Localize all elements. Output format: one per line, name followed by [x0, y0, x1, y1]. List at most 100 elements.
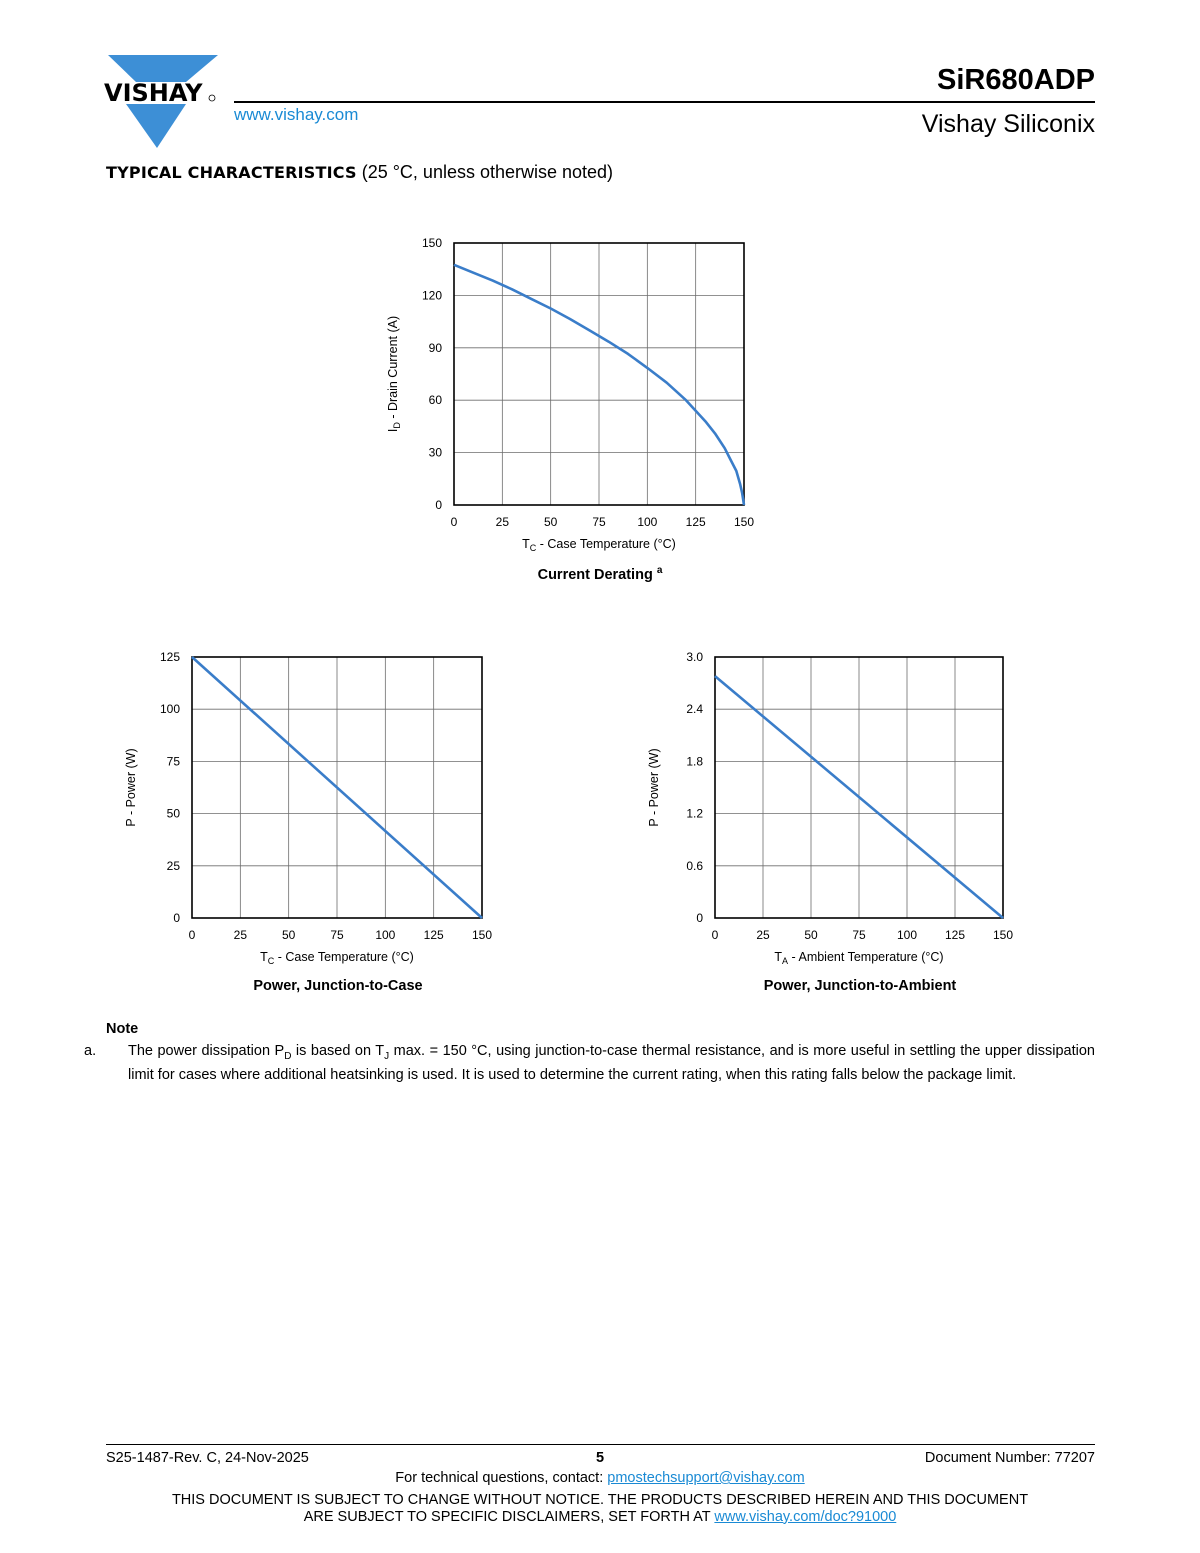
note-text: a. The power dissipation PD is based on T… [84, 1042, 1095, 1085]
footer-disclaimer-link[interactable]: www.vishay.com/doc?91000 [714, 1508, 897, 1525]
note-sub-1: D [284, 1050, 292, 1062]
chart-power-junction-case: 0 25 50 75 100 125 150 0 25 50 75 100 125 TC - Case T… [124, 650, 492, 966]
x-tick-label: 25 [234, 928, 248, 942]
x-axis-label-sub: C [530, 543, 537, 553]
x-tick-label: 150 [734, 515, 754, 529]
y-tick-label: 75 [167, 754, 181, 768]
chart-current-derating-title: Current Derating a [500, 565, 700, 583]
y-tick-label: 90 [429, 341, 443, 355]
chart-power-junction-ambient-title: Power, Junction-to-Ambient [763, 978, 957, 994]
note-sub-2: J [384, 1050, 390, 1062]
note-text-1: The power dissipation P [128, 1043, 285, 1059]
note-label: a. [84, 1043, 97, 1059]
note-text-3: max. = 150 °C, using junction-to-case th… [128, 1043, 1095, 1084]
chart-power-junction-case-title: Power, Junction-to-Case [253, 978, 423, 994]
footer-contact-email-link[interactable]: pmostechsupport@vishay.com [607, 1470, 805, 1486]
note-text-2: is based on T [291, 1043, 385, 1059]
chart-current-derating: 0 25 50 75 100 125 150 0 30 60 90 120 150 TC - Case T… [386, 236, 754, 553]
x-tick-label: 100 [375, 928, 395, 942]
section-title: TYPICAL CHARACTERISTICS (25 °C, unless o… [106, 162, 613, 183]
y-tick-label: 0 [435, 498, 442, 512]
x-axis-label-rest: - Case Temperature (°C) [536, 537, 676, 551]
x-tick-label: 75 [330, 928, 344, 942]
y-tick-label: 2.4 [686, 702, 703, 716]
x-tick-label: 0 [451, 515, 458, 529]
y-tick-label: 0.6 [686, 859, 703, 873]
y-tick-label: 125 [160, 650, 180, 664]
x-tick-label: 150 [472, 928, 492, 942]
footer-contact: For technical questions, contact: pmoste… [0, 1470, 1200, 1486]
series-line [191, 656, 483, 919]
y-tick-label: 25 [167, 859, 181, 873]
y-tick-label: 1.2 [686, 807, 703, 821]
y-tick-label: 0 [173, 911, 180, 925]
y-tick-label: 0 [696, 911, 703, 925]
footer-revision: S25-1487-Rev. C, 24-Nov-2025 [106, 1450, 309, 1466]
footer-disclaimer-line2: ARE SUBJECT TO SPECIFIC DISCLAIMERS, SET… [0, 1509, 1200, 1526]
x-tick-label: 100 [897, 928, 917, 942]
y-axis-label: P - Power (W) [124, 748, 138, 826]
website-link[interactable]: www.vishay.com [234, 105, 359, 124]
y-axis-label-main: P - Power (W) [647, 748, 661, 826]
note-title: Note [106, 1021, 139, 1037]
footer-page-number: 5 [595, 1450, 605, 1466]
y-tick-label: 120 [422, 288, 442, 302]
y-tick-label: 3.0 [686, 650, 703, 664]
chart-current-derating-title-sup: a [656, 565, 663, 576]
x-axis-label-main: T [522, 537, 530, 551]
x-axis-label-rest: - Case Temperature (°C) [274, 950, 414, 964]
x-tick-label: 50 [544, 515, 558, 529]
y-tick-label: 50 [167, 807, 181, 821]
footer-disclaimer-line2-prefix: ARE SUBJECT TO SPECIFIC DISCLAIMERS, SET… [303, 1508, 715, 1525]
x-tick-label: 0 [712, 928, 719, 942]
x-tick-label: 50 [804, 928, 818, 942]
series-line [714, 675, 1004, 919]
x-tick-label: 75 [852, 928, 866, 942]
header-rule [234, 101, 1095, 103]
x-tick-label: 125 [945, 928, 965, 942]
x-tick-label: 0 [189, 928, 196, 942]
y-tick-label: 100 [160, 702, 180, 716]
y-axis-label: P - Power (W) [647, 748, 661, 826]
plot-frame [191, 656, 483, 919]
x-axis-label-sub: C [268, 956, 275, 966]
x-tick-label: 150 [993, 928, 1013, 942]
y-axis-label: ID - Drain Current (A) [386, 316, 402, 432]
x-axis-label-main: T [260, 950, 268, 964]
chart-power-junction-ambient: 0 25 50 75 100 125 150 0 0.6 1.2 1.8 2.4 3.0 TA - Amb… [647, 650, 1013, 966]
footer-disclaimer: THIS DOCUMENT IS SUBJECT TO CHANGE WITHO… [0, 1492, 1200, 1525]
x-axis-label: TC - Case Temperature (°C) [260, 950, 414, 966]
x-axis-label-rest: - Ambient Temperature (°C) [788, 950, 944, 964]
y-axis-label-sub: D [392, 422, 402, 429]
x-tick-label: 125 [686, 515, 706, 529]
section-title-rest: (25 °C, unless otherwise noted) [361, 162, 614, 182]
part-number: SiR680ADP [937, 64, 1095, 96]
x-tick-label: 50 [282, 928, 296, 942]
plot-frame [453, 242, 745, 506]
section-title-bold: TYPICAL CHARACTERISTICS [106, 163, 357, 182]
x-tick-label: 25 [496, 515, 510, 529]
x-tick-label: 125 [424, 928, 444, 942]
footer-disclaimer-line1: THIS DOCUMENT IS SUBJECT TO CHANGE WITHO… [171, 1492, 1029, 1508]
company-name: Vishay Siliconix [921, 110, 1095, 138]
x-tick-label: 25 [756, 928, 770, 942]
y-axis-label-main: P - Power (W) [124, 748, 138, 826]
y-axis-label-rest: - Drain Current (A) [386, 316, 400, 422]
footer-rule [106, 1444, 1095, 1445]
plot-frame [714, 656, 1004, 919]
x-axis-label-main: T [774, 950, 782, 964]
y-tick-label: 150 [422, 236, 442, 250]
chart-current-derating-title-text: Current Derating [537, 566, 653, 583]
x-axis-label: TA - Ambient Temperature (°C) [774, 950, 943, 966]
x-tick-label: 100 [637, 515, 657, 529]
y-tick-label: 1.8 [686, 754, 703, 768]
x-axis-label: TC - Case Temperature (°C) [522, 537, 676, 553]
x-axis-label-sub: A [782, 956, 788, 966]
footer-doc-number: Document Number: 77207 [924, 1450, 1095, 1466]
logo-wordmark: VISHAY [104, 79, 203, 107]
series-line [453, 263, 746, 506]
y-tick-label: 30 [429, 446, 443, 460]
vishay-logo-icon: VISHAY [104, 55, 218, 148]
footer-contact-prefix: For technical questions, contact: [395, 1470, 608, 1486]
vishay-logo: VISHAY [100, 52, 222, 150]
